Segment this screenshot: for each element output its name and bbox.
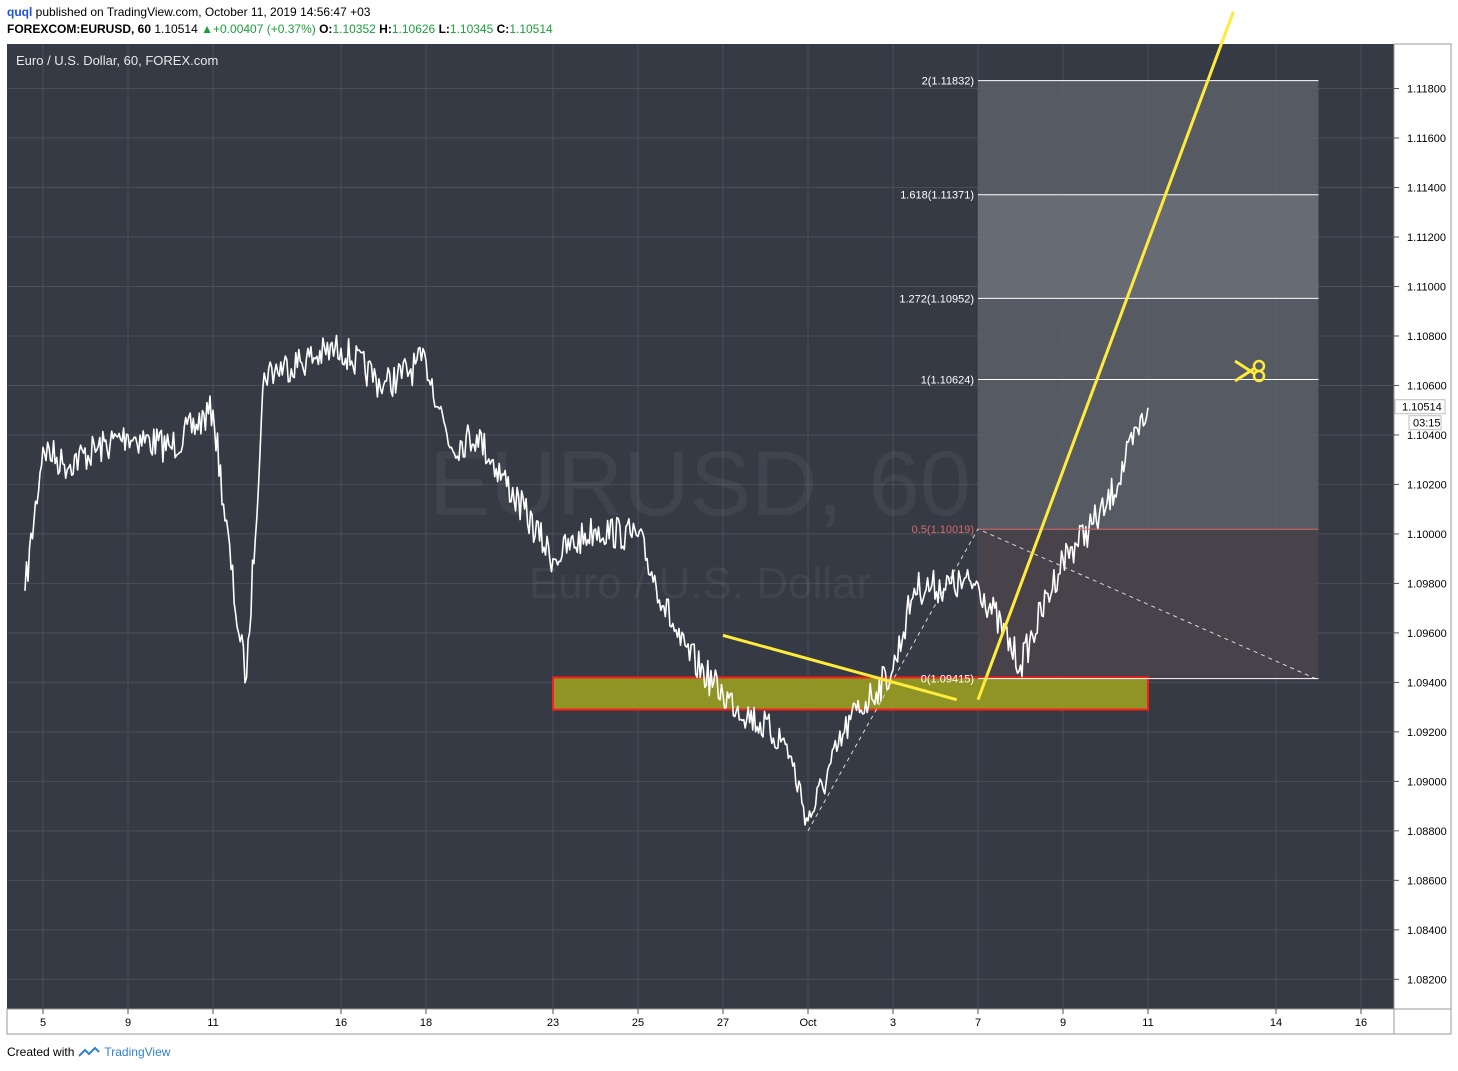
trendline[interactable] <box>722 633 958 702</box>
x-tick-label: 23 <box>547 1017 559 1029</box>
symbol-name: FOREXCOM:EURUSD, 60 <box>7 22 152 36</box>
watermark-name: Euro / U.S. Dollar <box>529 559 871 608</box>
time-axis-panel <box>6 1008 1395 1035</box>
last-price: 1.10514 <box>154 22 198 36</box>
fib-level-label: 1(1.10624) <box>921 375 974 387</box>
symbol-info: FOREXCOM:EURUSD, 60 1.10514 ▲+0.00407 (+… <box>7 22 553 36</box>
fib-level-label: 1.618(1.11371) <box>900 190 974 202</box>
y-tick-label: 1.09800 <box>1407 578 1447 590</box>
y-tick-label: 1.11400 <box>1407 183 1446 195</box>
last-price-box <box>1394 399 1446 415</box>
y-tick-label: 1.08400 <box>1407 925 1447 937</box>
price-series-line[interactable] <box>24 334 1149 826</box>
close-value: 1.10514 <box>509 22 553 36</box>
x-tick-label: 18 <box>420 1017 432 1029</box>
x-tick-label: 16 <box>335 1017 347 1029</box>
y-tick-label: 1.11600 <box>1407 133 1446 145</box>
fib-level-label: 1.272(1.10952) <box>899 293 974 305</box>
y-tick-label: 1.10600 <box>1407 380 1447 392</box>
fib-level-label: 0(1.09415) <box>921 674 974 686</box>
trendline[interactable] <box>976 11 1235 701</box>
arrow-up-icon: ▲ <box>201 22 213 36</box>
high-label: H: <box>379 22 392 36</box>
publish-text: published on TradingView.com, October 11… <box>35 5 371 19</box>
scissors-icon-blade <box>1234 366 1256 383</box>
tradingview-logo-icon <box>78 1046 101 1057</box>
axis-corner <box>1393 1008 1452 1035</box>
x-tick-label: 5 <box>40 1017 46 1029</box>
x-tick-label: 14 <box>1270 1017 1282 1029</box>
x-tick-label: 16 <box>1355 1017 1367 1029</box>
countdown-box <box>1408 415 1442 431</box>
y-tick-label: 1.09000 <box>1407 776 1447 788</box>
fib-band <box>978 298 1319 530</box>
y-tick-label: 1.10000 <box>1407 529 1447 541</box>
low-label: L: <box>438 22 450 36</box>
author-name[interactable]: quql <box>7 5 33 19</box>
fib-band <box>978 194 1319 299</box>
x-tick-label: 3 <box>890 1017 896 1029</box>
fib-band <box>978 80 1319 195</box>
y-tick-label: 1.10400 <box>1407 430 1447 442</box>
last-price-label: 1.10514 <box>1402 402 1442 414</box>
x-tick-label: 11 <box>207 1017 218 1029</box>
x-tick-label: 7 <box>975 1017 981 1029</box>
scissors-icon-ring <box>1252 369 1266 383</box>
x-tick-label: 25 <box>632 1017 644 1029</box>
x-tick-label: 11 <box>1142 1017 1153 1029</box>
price-change: +0.00407 (+0.37%) <box>213 22 316 36</box>
y-tick-label: 1.09400 <box>1407 677 1447 689</box>
y-tick-label: 1.10800 <box>1407 331 1447 343</box>
created-with-text: Created with <box>7 1045 75 1059</box>
watermark-symbol: EURUSD, 60 <box>429 433 971 535</box>
open-value: 1.10352 <box>332 22 376 36</box>
y-tick-label: 1.10200 <box>1407 479 1447 491</box>
high-value: 1.10626 <box>391 22 436 36</box>
chart-title: Euro / U.S. Dollar, 60, FOREX.com <box>16 53 218 68</box>
y-tick-label: 1.08200 <box>1407 974 1447 986</box>
y-tick-label: 1.08800 <box>1407 826 1447 838</box>
x-tick-label: Oct <box>799 1017 816 1029</box>
y-tick-label: 1.09600 <box>1407 628 1447 640</box>
close-label: C: <box>496 22 510 36</box>
x-tick-label: 9 <box>1060 1017 1066 1029</box>
fib-level-label: 2(1.11832) <box>922 76 974 88</box>
y-tick-label: 1.09200 <box>1407 727 1447 739</box>
footer: Created with TradingView <box>7 1045 170 1059</box>
low-value: 1.10345 <box>449 22 494 36</box>
x-tick-label: 9 <box>125 1017 131 1029</box>
y-tick-label: 1.11000 <box>1407 281 1446 293</box>
x-tick-label: 27 <box>717 1017 729 1029</box>
countdown-label: 03:15 <box>1413 418 1441 430</box>
fib-level-label: 0.5(1.10019) <box>912 524 974 536</box>
y-tick-label: 1.08600 <box>1407 875 1447 887</box>
support-zone[interactable] <box>552 676 1149 711</box>
publish-info: quql published on TradingView.com, Octob… <box>7 5 370 19</box>
y-tick-label: 1.11200 <box>1407 232 1446 244</box>
y-tick-label: 1.11800 <box>1407 84 1446 96</box>
open-label: O: <box>319 22 333 36</box>
tradingview-brand[interactable]: TradingView <box>104 1045 171 1059</box>
price-axis-panel <box>1393 43 1452 1010</box>
